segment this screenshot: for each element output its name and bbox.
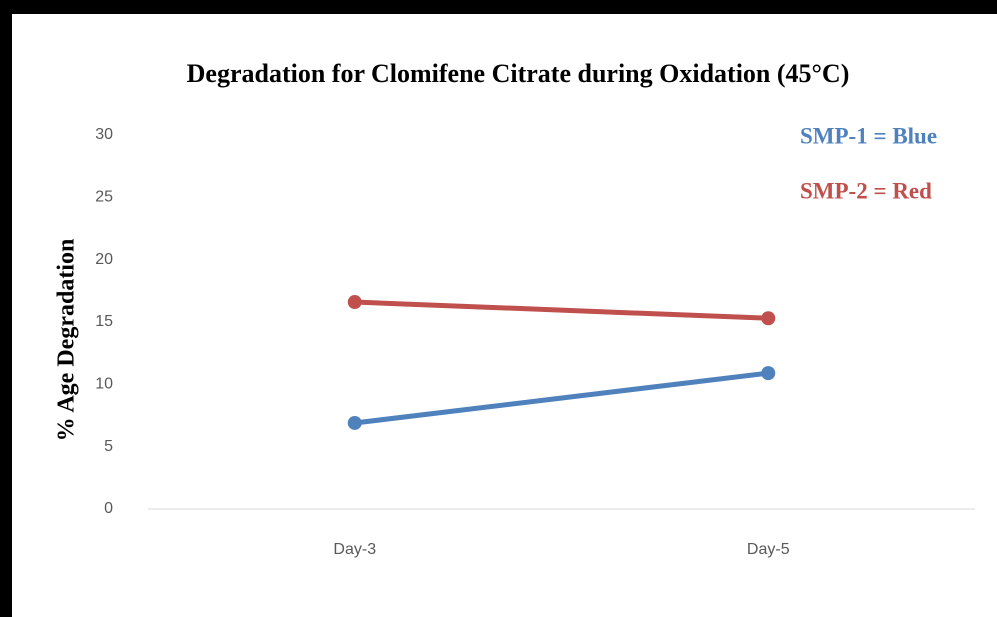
legend-label: SMP-1 = Blue	[800, 123, 937, 148]
y-tick-label: 20	[95, 251, 113, 268]
y-tick-label: 10	[95, 376, 113, 393]
y-axis-label: % Age Degradation	[54, 239, 80, 442]
y-tick-label: 5	[104, 438, 113, 455]
data-point	[347, 295, 362, 310]
series-line	[352, 299, 771, 321]
series-line	[352, 370, 771, 426]
legend-label: SMP-2 = Red	[800, 178, 932, 203]
x-tick-label: Day-5	[747, 541, 790, 558]
data-point	[347, 415, 362, 430]
y-tick-label: 0	[104, 500, 113, 517]
data-point	[761, 366, 776, 381]
chart-title: Degradation for Clomifene Citrate during…	[187, 59, 850, 88]
chart-background	[12, 14, 997, 617]
y-tick-label: 15	[95, 313, 113, 330]
y-tick-label: 30	[95, 126, 113, 143]
x-tick-label: Day-3	[333, 541, 376, 558]
data-point	[761, 311, 776, 326]
y-tick-label: 25	[95, 189, 113, 206]
